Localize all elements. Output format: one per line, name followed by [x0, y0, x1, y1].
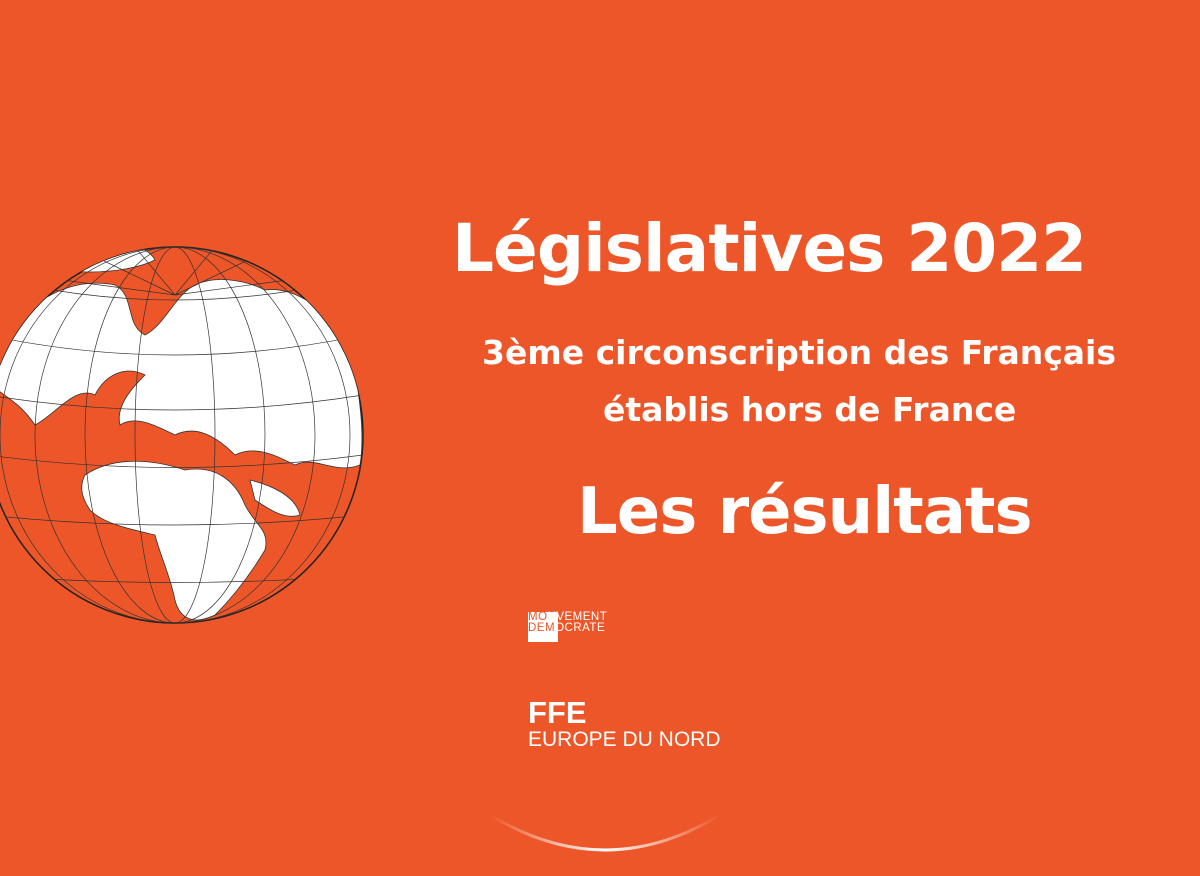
decorative-arc	[489, 813, 721, 852]
globe-illustration	[0, 246, 364, 624]
logo-text: OCRATE	[555, 622, 606, 634]
results-heading: Les résultats	[577, 475, 1033, 549]
subtitle-line-1: 3ème circonscription des Français	[482, 333, 1117, 372]
logo-text: UVEMENT	[547, 611, 608, 623]
ffe-label: FFE	[528, 695, 587, 730]
subtitle-line-2: établis hors de France	[603, 390, 1017, 429]
graticule	[0, 247, 363, 623]
logo-text: MO	[528, 611, 548, 623]
ffe-region: EUROPE DU NORD	[528, 728, 721, 751]
logo-text: DEM	[528, 622, 556, 634]
mouvement-democrate-logo: MOUVEMENT DEMOCRATE	[528, 611, 608, 642]
page-title: Législatives 2022	[452, 210, 1087, 287]
